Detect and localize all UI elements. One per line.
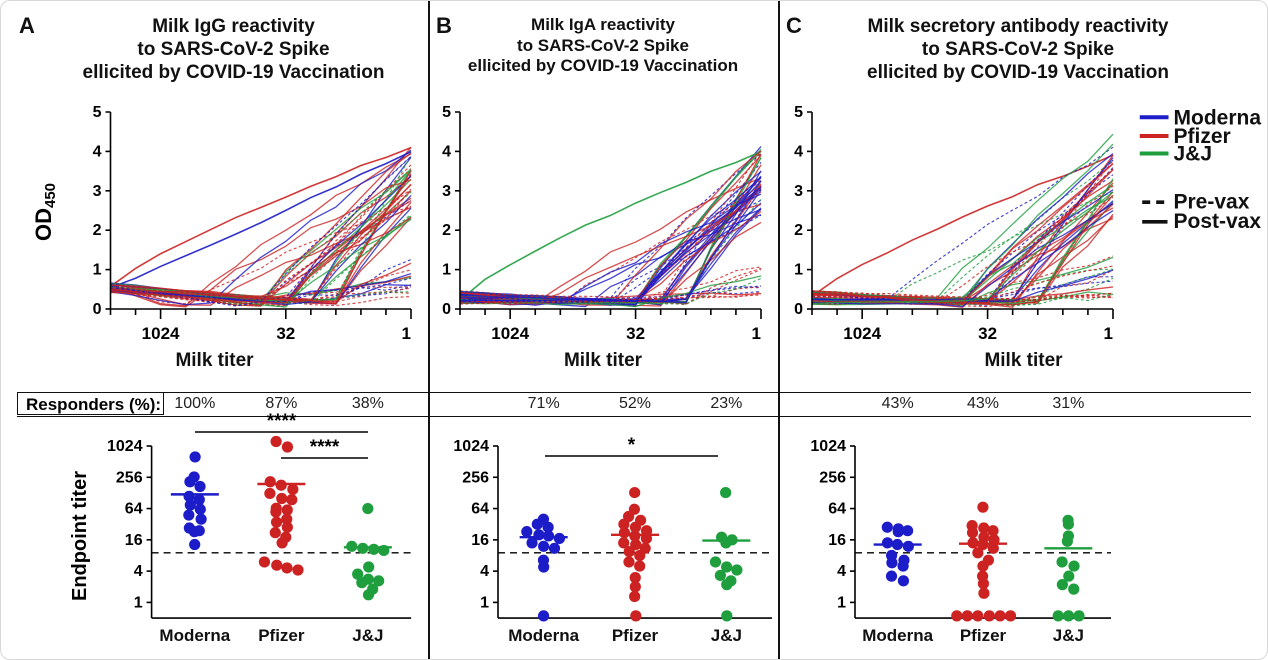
svg-text:3: 3 xyxy=(442,183,451,200)
svg-text:3: 3 xyxy=(794,183,803,200)
svg-text:32: 32 xyxy=(978,324,997,343)
svg-text:4: 4 xyxy=(480,563,489,580)
svg-text:1024: 1024 xyxy=(491,324,529,343)
svg-text:1: 1 xyxy=(794,262,803,279)
svg-text:0: 0 xyxy=(794,301,803,318)
svg-text:64: 64 xyxy=(471,501,489,518)
svg-text:4: 4 xyxy=(442,143,451,160)
svg-text:64: 64 xyxy=(828,501,846,518)
svg-text:1: 1 xyxy=(402,324,411,343)
svg-text:5: 5 xyxy=(442,104,451,121)
svg-text:*: * xyxy=(628,435,636,456)
svg-text:5: 5 xyxy=(93,104,102,121)
svg-text:0: 0 xyxy=(442,301,451,318)
svg-text:1: 1 xyxy=(1104,324,1113,343)
svg-text:2: 2 xyxy=(442,222,451,239)
svg-text:3: 3 xyxy=(93,183,102,200)
svg-text:5: 5 xyxy=(794,104,803,121)
svg-text:64: 64 xyxy=(125,501,143,518)
svg-text:1: 1 xyxy=(480,594,489,611)
svg-text:32: 32 xyxy=(626,324,645,343)
svg-text:Post-vax: Post-vax xyxy=(1174,210,1262,233)
svg-text:16: 16 xyxy=(125,532,143,549)
svg-text:16: 16 xyxy=(471,532,489,549)
svg-text:****: **** xyxy=(310,437,340,458)
svg-text:1024: 1024 xyxy=(843,324,881,343)
svg-text:4: 4 xyxy=(794,143,803,160)
svg-text:0: 0 xyxy=(93,301,102,318)
svg-text:2: 2 xyxy=(93,222,102,239)
svg-text:16: 16 xyxy=(828,532,846,549)
svg-text:1: 1 xyxy=(134,594,143,611)
svg-text:1024: 1024 xyxy=(142,324,180,343)
svg-text:1: 1 xyxy=(442,262,451,279)
svg-text:J&J: J&J xyxy=(1174,143,1213,166)
svg-text:1: 1 xyxy=(93,262,102,279)
svg-text:4: 4 xyxy=(134,563,143,580)
svg-text:2: 2 xyxy=(794,222,803,239)
svg-text:4: 4 xyxy=(837,563,846,580)
svg-text:1: 1 xyxy=(752,324,761,343)
svg-text:4: 4 xyxy=(93,143,102,160)
svg-text:1: 1 xyxy=(837,594,846,611)
svg-text:32: 32 xyxy=(276,324,295,343)
